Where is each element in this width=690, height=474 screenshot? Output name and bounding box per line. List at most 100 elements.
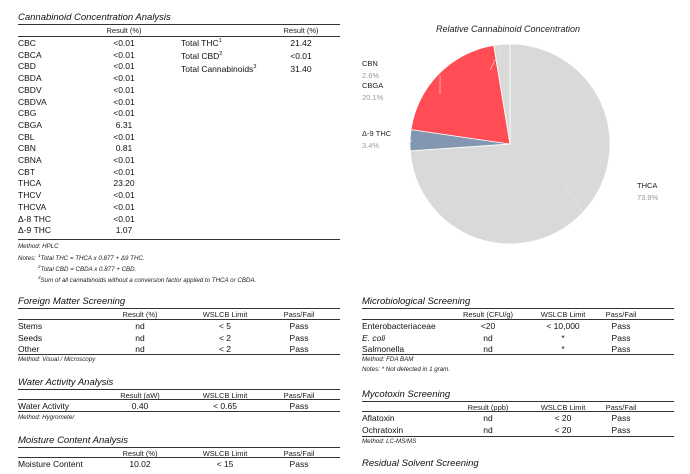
foreign-row-limit: < 2 (218, 344, 232, 354)
total-label: Total Cannabinoids3 (181, 64, 256, 74)
cannabinoid-header-rule (18, 36, 340, 37)
moisture-row-result: 10.02 (129, 459, 151, 469)
water-title-rule (18, 389, 340, 390)
cannabinoid-name: CBL (18, 131, 35, 142)
micro-row-limit: * (561, 332, 565, 343)
residual-section-title: Residual Solvent Screening (362, 458, 479, 469)
myco-row-result: nd (483, 424, 493, 435)
cannabinoid-name: CBNA (18, 155, 42, 165)
micro-row-result: <20 (480, 321, 496, 331)
note-footnote-ref: 3 (38, 275, 41, 280)
total-value: 21.42 (290, 38, 312, 48)
foreign-bottom-rule (18, 354, 340, 355)
micro-col-header: WSLCB Limit (540, 310, 586, 319)
cannabinoid-value: <0.01 (113, 61, 135, 72)
water-col-header: Pass/Fail (283, 391, 315, 400)
totals-result-header: Result (%) (283, 26, 319, 35)
pie-label: THCA (637, 181, 657, 190)
cannabinoid-name: CBDVA (18, 96, 47, 107)
foreign-col-header: Pass/Fail (283, 310, 315, 319)
cannabinoid-value: <0.01 (113, 131, 135, 142)
myco-row-name: Aflatoxin (362, 413, 395, 423)
foreign-row-name: Seeds (18, 332, 43, 343)
cannabinoid-value: <0.01 (113, 108, 135, 119)
water-header-rule (18, 399, 340, 400)
cannabinoid-value: <0.01 (113, 96, 135, 107)
cannabinoid-value: <0.01 (113, 166, 135, 177)
moisture-row-name: Moisture Content (18, 459, 83, 469)
myco-row-passfail: Pass (611, 413, 631, 423)
myco-method: Method: LC-MS/MS (362, 438, 417, 445)
foreign-row-limit: < 2 (218, 332, 232, 343)
cannabinoid-note: 1Total THC = THCA x 0.877 + Δ9 THC. (38, 253, 145, 262)
micro-col-header: Pass/Fail (605, 310, 637, 319)
total-label: Total THC1 (181, 38, 222, 48)
total-footnote-ref: 3 (253, 64, 257, 71)
water-row-passfail: Pass (289, 401, 309, 411)
foreign-header-rule (18, 319, 340, 320)
pie-leader-line (489, 46, 503, 71)
water-bottom-rule (18, 411, 340, 412)
myco-col-header: Pass/Fail (605, 403, 637, 412)
cannabinoid-value: <0.01 (113, 155, 135, 165)
micro-row-name: Salmonella (362, 344, 405, 354)
pie-leader-line (407, 140, 413, 145)
myco-header-rule (362, 411, 674, 412)
note-footnote-ref: 2 (38, 264, 41, 269)
myco-row-passfail: Pass (611, 424, 631, 435)
cannabinoid-section-title: Cannabinoid Concentration Analysis (18, 12, 171, 23)
cannabinoid-name: CBT (18, 166, 35, 177)
cannabinoid-name: THCA (18, 178, 42, 189)
micro-row-limit: * (561, 344, 565, 354)
cannabinoid-bottom-rule (18, 239, 340, 240)
cannabinoid-value: <0.01 (113, 49, 135, 60)
moisture-row-limit: < 15 (216, 459, 234, 469)
foreign-row-passfail: Pass (289, 321, 309, 331)
water-row-name: Water Activity (18, 401, 70, 411)
micro-row-name: E. coli (362, 332, 386, 343)
cannabinoid-name: THCVA (18, 201, 47, 212)
water-col-header: Result (aW) (120, 391, 160, 400)
note-text: Sum of all cannabinoids without a conver… (40, 277, 257, 285)
foreign-row-limit: < 5 (218, 321, 232, 331)
myco-row-result: nd (483, 413, 493, 423)
micro-method: Method: FDA BAM (362, 356, 414, 363)
pie-leader-line (563, 185, 582, 212)
moisture-header-rule (18, 457, 340, 458)
foreign-row-name: Other (18, 344, 40, 354)
total-value: 31.40 (290, 64, 312, 74)
pie-slice-cbga (410, 44, 511, 145)
moisture-col-header: Pass/Fail (283, 449, 315, 458)
pie-slice-cbn (493, 43, 511, 145)
total-name: Total CBD (181, 51, 220, 61)
pie-value-label: 3.4% (362, 141, 379, 150)
myco-col-header: WSLCB Limit (540, 403, 586, 412)
cannabinoid-value: 0.81 (115, 143, 133, 154)
myco-section-title: Mycotoxin Screening (362, 389, 451, 400)
total-name: Total THC (181, 38, 219, 48)
micro-row-result: nd (483, 344, 493, 354)
cannabinoid-name: CBCA (18, 49, 42, 60)
micro-row-passfail: Pass (611, 332, 631, 343)
moisture-title-rule (18, 447, 340, 448)
total-label: Total CBD2 (181, 51, 222, 61)
myco-col-header: Result (ppb) (467, 403, 509, 412)
moisture-col-header: WSLCB Limit (202, 449, 248, 458)
micro-row-name: Enterobacteriaceae (362, 321, 436, 331)
water-method: Method: Hygrometer (18, 414, 75, 421)
cannabinoid-value: 23.20 (113, 178, 135, 189)
cannabinoid-name: THCV (18, 190, 42, 201)
note-footnote-ref: 1 (38, 253, 41, 258)
foreign-row-result: nd (135, 344, 145, 354)
total-footnote-ref: 2 (219, 51, 223, 58)
foreign-row-result: nd (135, 332, 145, 343)
cannabinoid-value: <0.01 (113, 201, 135, 212)
water-row-limit: < 0.65 (213, 401, 237, 411)
moisture-section-title: Moisture Content Analysis (18, 435, 129, 446)
water-col-header: WSLCB Limit (202, 391, 248, 400)
total-name: Total Cannabinoids (181, 64, 254, 74)
cannabinoid-name: CBD (18, 61, 36, 72)
micro-row-passfail: Pass (611, 344, 631, 354)
moisture-row-passfail: Pass (289, 459, 309, 469)
cannabinoid-result-header: Result (%) (106, 26, 142, 35)
